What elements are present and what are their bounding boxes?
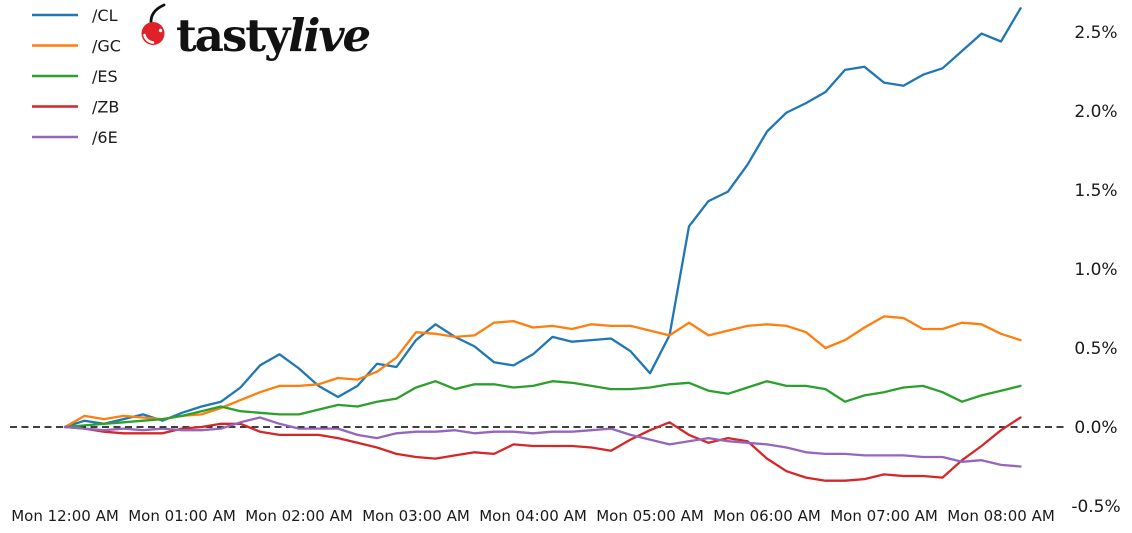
y-tick-label: 2.5% — [1074, 23, 1117, 43]
y-tick-label: 0.0% — [1074, 418, 1117, 438]
legend-item-cl: /CL — [32, 6, 118, 25]
x-tick-label: Mon 02:00 AM — [245, 507, 353, 525]
x-tick-label: Mon 05:00 AM — [596, 507, 704, 525]
x-tick-label: Mon 03:00 AM — [362, 507, 470, 525]
x-axis-tick-labels: Mon 12:00 AM Mon 01:00 AM Mon 02:00 AM M… — [11, 507, 1055, 525]
legend-label-zb: /ZB — [92, 98, 119, 117]
x-tick-label: Mon 12:00 AM — [11, 507, 119, 525]
cherry-gloss-dot — [158, 28, 163, 33]
y-axis-tick-labels: 2.5% 2.0% 1.5% 1.0% 0.5% 0.0% -0.5% — [1071, 23, 1120, 517]
legend-item-6e: /6E — [32, 128, 118, 147]
cherry-gloss-highlight — [143, 33, 155, 44]
y-tick-label: 2.0% — [1074, 102, 1117, 122]
y-tick-label: 1.5% — [1074, 181, 1117, 201]
x-tick-label: Mon 04:00 AM — [479, 507, 587, 525]
y-tick-label: -0.5% — [1071, 497, 1120, 517]
x-tick-label: Mon 07:00 AM — [830, 507, 938, 525]
x-tick-label: Mon 06:00 AM — [713, 507, 821, 525]
brand-wordmark: tastylive — [176, 9, 370, 62]
x-tick-label: Mon 08:00 AM — [947, 507, 1055, 525]
y-tick-label: 1.0% — [1074, 260, 1117, 280]
brand-word-live: live — [288, 9, 369, 62]
legend-label-gc: /GC — [92, 37, 121, 56]
legend-item-gc: /GC — [32, 37, 121, 56]
brand-word-tasty: tasty — [176, 9, 292, 62]
series-lines — [63, 7, 1022, 482]
legend-item-zb: /ZB — [32, 98, 119, 117]
legend-label-es: /ES — [92, 67, 118, 86]
series-line-zb — [63, 416, 1022, 482]
tastylive-logo: tastylive — [141, 3, 372, 62]
legend-item-es: /ES — [32, 67, 118, 86]
legend-label-cl: /CL — [92, 6, 118, 25]
y-tick-label: 0.5% — [1074, 339, 1117, 359]
legend-label-6e: /6E — [92, 128, 118, 147]
series-line-cl — [63, 7, 1022, 429]
series-line-6e — [63, 416, 1022, 468]
series-line-es — [63, 380, 1022, 429]
chart-legend: /CL /GC /ES /ZB /6E — [32, 6, 121, 147]
cherry-stem-icon — [149, 3, 166, 25]
x-tick-label: Mon 01:00 AM — [128, 507, 236, 525]
